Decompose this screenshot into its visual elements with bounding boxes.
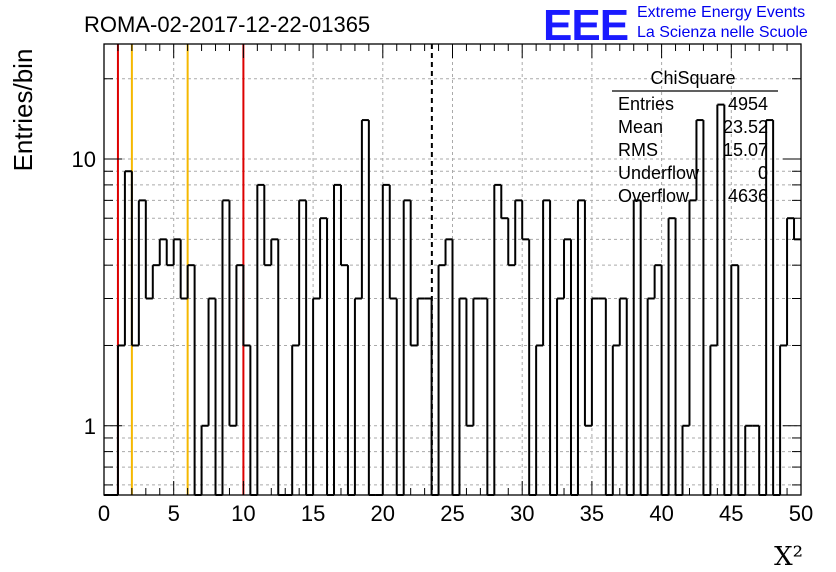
chart-title: ROMA-02-2017-12-22-01365 (84, 12, 370, 37)
x-tick-labels: 0 5 10 15 20 25 30 35 40 45 50 (98, 501, 813, 526)
y-tick-labels: 1 10 (72, 147, 96, 439)
eee-logo: EEE Extreme Energy Events La Scienza nel… (543, 1, 808, 50)
x-tick-label: 15 (301, 501, 325, 526)
logo-mark: EEE (543, 1, 628, 50)
logo-line-2: La Scienza nelle Scuole (637, 24, 808, 41)
x-tick-label: 0 (98, 501, 110, 526)
stats-value-entries: 4954 (728, 94, 768, 114)
stats-title: ChiSquare (650, 68, 735, 88)
stats-label-rms: RMS (618, 140, 658, 160)
marker-lines (116, 44, 433, 495)
stats-box: ChiSquare Entries 4954 Mean 23.52 RMS 15… (612, 68, 778, 206)
stats-value-overflow: 4636 (728, 186, 768, 206)
x-tick-label: 35 (580, 501, 604, 526)
axis-ticks (103, 44, 802, 495)
x-tick-label: 45 (719, 501, 743, 526)
x-tick-label: 5 (168, 501, 180, 526)
stats-value-underflow: 0 (758, 163, 768, 183)
x-tick-label: 25 (440, 501, 464, 526)
x-axis-title: X² (774, 542, 803, 572)
logo-line-1: Extreme Energy Events (637, 4, 805, 21)
x-tick-label: 30 (510, 501, 534, 526)
y-axis-title: Entries/bin (8, 49, 38, 172)
stats-value-rms: 15.07 (723, 140, 768, 160)
stats-label-overflow: Overflow (618, 186, 690, 206)
x-tick-label: 10 (231, 501, 255, 526)
x-tick-label: 20 (371, 501, 395, 526)
stats-label-mean: Mean (618, 117, 663, 137)
stats-label-entries: Entries (618, 94, 674, 114)
x-tick-label: 40 (649, 501, 673, 526)
stats-label-underflow: Underflow (618, 163, 700, 183)
stats-value-mean: 23.52 (723, 117, 768, 137)
y-tick-label: 1 (84, 414, 96, 439)
y-tick-label: 10 (72, 147, 96, 172)
x-tick-label: 50 (789, 501, 813, 526)
